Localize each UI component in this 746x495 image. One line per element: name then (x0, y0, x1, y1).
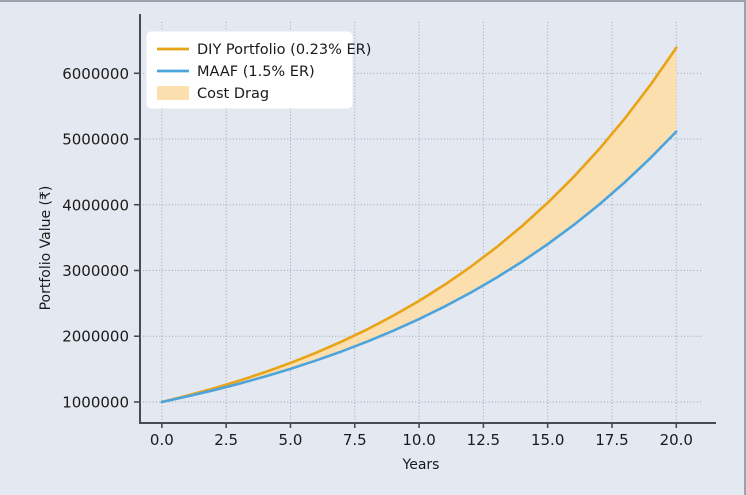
legend-swatch-patch (157, 86, 189, 100)
tick-label-x: 5.0 (279, 431, 303, 449)
series-line-maaf (160, 130, 678, 404)
y-axis-ticks (134, 72, 140, 403)
y-axis-title: Portfolio Value (₹) (38, 186, 54, 311)
y-gridlines (140, 72, 702, 403)
tick-label-y: 6000000 (62, 65, 129, 83)
tick-label-x: 0.0 (150, 431, 174, 449)
x-axis-ticks (161, 423, 678, 428)
tick-label-y: 1000000 (62, 393, 129, 411)
x-axis-tick-labels: 0.0 2.5 5.0 7.5 10.0 12.5 15.0 17.5 20.0 (150, 431, 693, 449)
tick-label-y: 5000000 (62, 131, 129, 149)
legend-label: DIY Portfolio (0.23% ER) (197, 42, 371, 58)
legend-label: Cost Drag (197, 86, 269, 102)
tick-label-x: 12.5 (467, 431, 500, 449)
tick-label-y: 4000000 (62, 196, 129, 214)
series-line-diy-portfolio (160, 46, 678, 404)
tick-label-x: 17.5 (595, 431, 628, 449)
tick-label-x: 2.5 (214, 431, 238, 449)
legend-label: MAAF (1.5% ER) (197, 64, 315, 80)
legend-box (146, 31, 353, 109)
chart-legend[interactable]: DIY Portfolio (0.23% ER) MAAF (1.5% ER) Co… (146, 31, 371, 109)
tick-label-x: 15.0 (531, 431, 564, 449)
tick-label-x: 10.0 (402, 431, 435, 449)
y-axis-tick-labels: 1000000 2000000 3000000 4000000 5000000 60000… (62, 65, 129, 412)
tick-label-y: 2000000 (62, 328, 129, 346)
tick-label-x: 20.0 (660, 431, 693, 449)
tick-label-x: 7.5 (343, 431, 367, 449)
x-axis-title: Years (402, 457, 440, 473)
tick-label-y: 3000000 (62, 262, 129, 280)
